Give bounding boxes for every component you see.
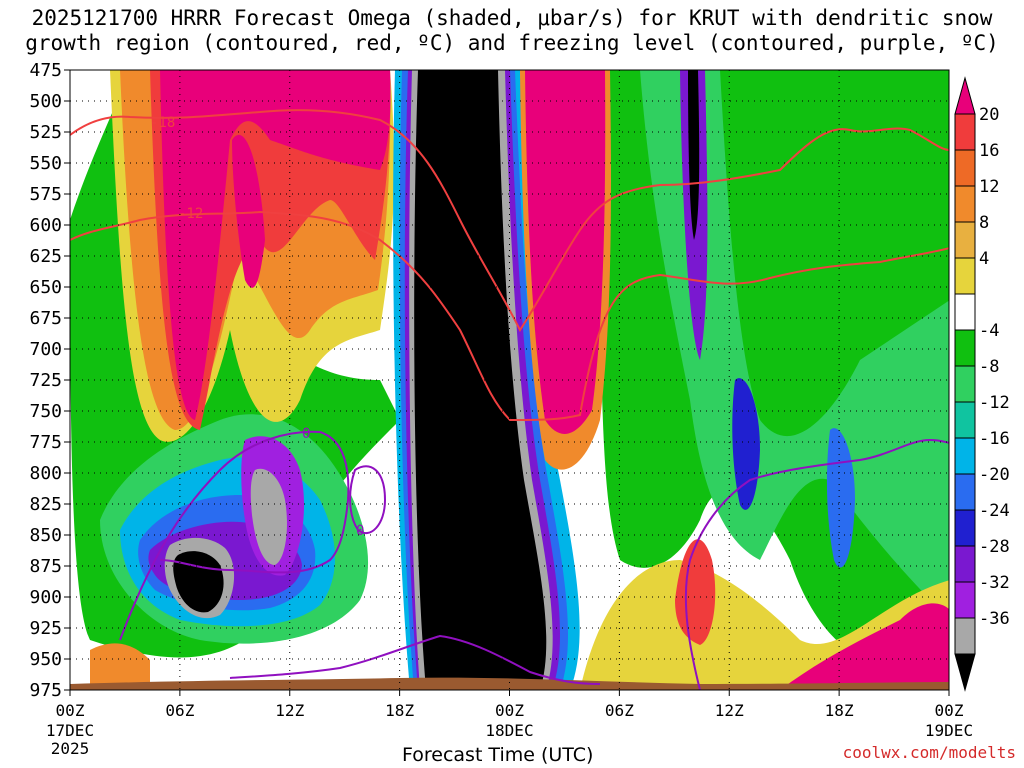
colorbar-label: -20 xyxy=(979,465,1010,485)
colorbar-swatch xyxy=(954,617,976,655)
colorbar-label: -28 xyxy=(979,537,1010,557)
dgz-label-minus12: -12 xyxy=(178,206,203,222)
shade-magenta-west xyxy=(160,70,391,420)
colorbar-swatch xyxy=(954,185,976,223)
colorbar-swatch-top xyxy=(954,76,976,115)
colorbar-swatch xyxy=(954,113,976,151)
x-tick-label: 06Z xyxy=(165,701,194,720)
y-tick-label: 900 xyxy=(29,587,62,608)
x-date-label: 18DEC xyxy=(485,721,533,740)
colorbar-label: -12 xyxy=(979,393,1010,413)
y-tick-label: 950 xyxy=(29,649,62,670)
colorbar-label: -16 xyxy=(979,429,1010,449)
dgz-label-minus18: -18 xyxy=(150,115,175,131)
colorbar-label: -4 xyxy=(979,321,999,341)
freezing-level-contour-west xyxy=(119,430,350,641)
credit-link[interactable]: coolwx.com/modelts xyxy=(842,743,1016,762)
y-tick-label: 750 xyxy=(29,401,62,422)
y-tick-label: 675 xyxy=(29,308,62,329)
y-tick-label: 625 xyxy=(29,246,62,267)
colorbar-label: 12 xyxy=(979,177,999,197)
x-date-label: 2025 xyxy=(51,739,90,758)
freezing-level-contour-east xyxy=(684,438,949,690)
colorbar-swatch xyxy=(954,401,976,439)
x-date-label: 17DEC xyxy=(46,721,94,740)
dgz-contour-minus18 xyxy=(70,109,949,332)
colorbar-label: -24 xyxy=(979,501,1010,521)
colorbar-label: 20 xyxy=(979,105,999,125)
shade-teal-green-east xyxy=(640,70,949,619)
x-tick-label: 00Z xyxy=(935,701,964,720)
x-tick-label: 06Z xyxy=(605,701,634,720)
x-tick-label: 18Z xyxy=(385,701,414,720)
grid-lines xyxy=(70,69,949,691)
colorbar-label: -36 xyxy=(979,609,1010,629)
shade-magenta-east xyxy=(525,70,606,434)
y-tick-label: 800 xyxy=(29,463,62,484)
y-tick-label: 825 xyxy=(29,494,62,515)
shade-black-core xyxy=(414,70,547,690)
y-tick-label: 700 xyxy=(29,339,62,360)
y-tick-label: 600 xyxy=(29,215,62,236)
colorbar-swatch xyxy=(954,293,976,331)
x-tick-label: 18Z xyxy=(825,701,854,720)
y-tick-label: 775 xyxy=(29,432,62,453)
chart-title: 2025121700 HRRR Forecast Omega (shaded, … xyxy=(0,6,1024,56)
shade-magenta-west2 xyxy=(232,134,265,288)
x-axis-title: Forecast Time (UTC) xyxy=(402,744,594,766)
colorbar: 20 16 12 8 4 -4 -8 -12 -16 -20 -24 -28 -32 -36 xyxy=(954,76,1010,692)
y-tick-label: 575 xyxy=(29,184,62,205)
colorbar-label: 8 xyxy=(979,213,989,233)
x-tick-label: 12Z xyxy=(275,701,304,720)
colorbar-swatch xyxy=(954,581,976,619)
colorbar-swatch-bottom xyxy=(954,653,976,692)
y-tick-label: 475 xyxy=(29,60,62,81)
omega-shaded-field xyxy=(70,70,949,690)
colorbar-swatch xyxy=(954,473,976,511)
shade-gray-west2 xyxy=(250,468,287,565)
terrain-fill xyxy=(70,677,949,690)
colorbar-label: 16 xyxy=(979,141,999,161)
shade-black-east-streak xyxy=(688,70,700,240)
colorbar-swatch xyxy=(954,329,976,367)
y-tick-label: 650 xyxy=(29,277,62,298)
freezing-level-contour-low xyxy=(229,634,601,685)
y-tick-label: 975 xyxy=(29,680,62,701)
dgz-contour-minus12 xyxy=(70,210,949,422)
shade-magenta-lowlevel xyxy=(780,603,949,690)
x-axis: 00Z 06Z 12Z 18Z 00Z 06Z 12Z 18Z 00Z17DEC202518DE… xyxy=(46,690,973,758)
x-tick-label: 00Z xyxy=(56,701,85,720)
colorbar-swatch xyxy=(954,257,976,295)
colorbar-swatch xyxy=(954,509,976,547)
x-tick-label: 00Z xyxy=(495,701,524,720)
x-tick-label: 12Z xyxy=(715,701,744,720)
y-tick-label: 875 xyxy=(29,556,62,577)
shade-orange-lowlevel-west xyxy=(90,643,150,690)
y-tick-label: 525 xyxy=(29,122,62,143)
chart-title-line1: 2025121700 HRRR Forecast Omega (shaded, … xyxy=(31,6,993,30)
y-tick-label: 500 xyxy=(29,91,62,112)
freezing-level-contour-loop xyxy=(349,465,387,535)
y-tick-label: 550 xyxy=(29,153,62,174)
colorbar-label: 4 xyxy=(979,249,989,269)
y-tick-label: 925 xyxy=(29,618,62,639)
y-tick-label: 850 xyxy=(29,525,62,546)
colorbar-swatch xyxy=(954,545,976,583)
colorbar-label: -32 xyxy=(979,573,1010,593)
shade-blue-east xyxy=(732,378,760,510)
chart-title-line2: growth region (contoured, red, ºC) and f… xyxy=(25,31,999,55)
colorbar-swatch xyxy=(954,221,976,259)
x-date-label: 19DEC xyxy=(925,721,973,740)
shade-red-lowlevel xyxy=(675,539,716,645)
freezing-label-0b: 0 xyxy=(356,523,364,539)
y-axis: 475 500 525 550 575 600 625 650 675 700 725 750 775 8… xyxy=(29,60,70,701)
colorbar-swatch xyxy=(954,149,976,187)
colorbar-label: -8 xyxy=(979,357,999,377)
colorbar-swatch xyxy=(954,437,976,475)
shade-black-west xyxy=(173,551,224,613)
freezing-label-0a: 0 xyxy=(302,426,310,442)
colorbar-swatch xyxy=(954,365,976,403)
y-tick-label: 725 xyxy=(29,370,62,391)
